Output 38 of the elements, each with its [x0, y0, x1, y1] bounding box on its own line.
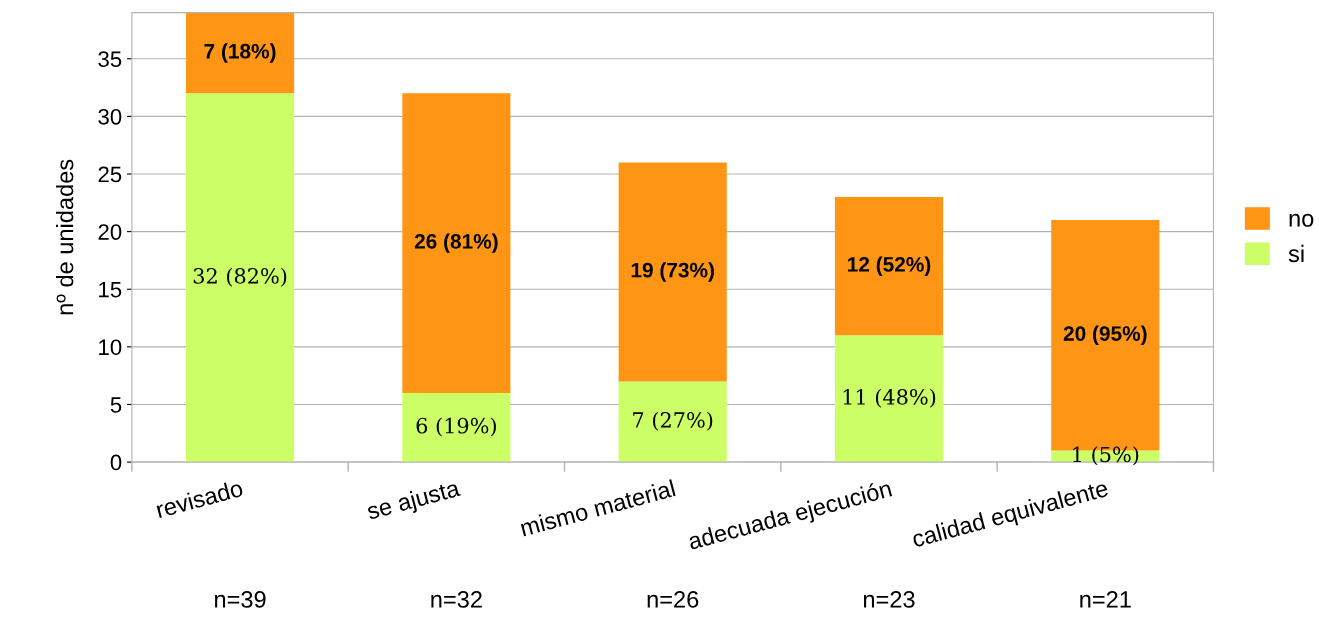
text: n=23	[863, 591, 915, 608]
legend-label: si	[1288, 244, 1304, 263]
x-tick-label: se ajusta	[365, 478, 463, 525]
text: n=32	[431, 591, 482, 608]
y-axis-title: nº de unidades	[56, 159, 74, 315]
data-label: 7 (18%)	[204, 43, 276, 63]
x-tick-label: adecuada ejecución	[687, 479, 894, 555]
x-tick-label: revisado	[155, 479, 244, 519]
bar	[185, 93, 295, 463]
data-label: 11 (48%)	[843, 388, 936, 408]
x-tick-label: mismo material	[519, 479, 676, 537]
bar	[834, 197, 944, 336]
y-tick-label: 30	[98, 108, 122, 125]
text: n=39	[215, 591, 266, 608]
bar	[834, 335, 944, 463]
data-label: 1 (5%)	[1073, 446, 1139, 466]
y-tick-label: 25	[98, 166, 122, 183]
y-tick-label: 35	[98, 51, 122, 68]
data-label: 20 (95%)	[1063, 325, 1147, 346]
text: n=26	[647, 591, 699, 608]
legend-label: no	[1289, 213, 1314, 227]
bar	[402, 93, 511, 393]
bar	[185, 12, 295, 94]
text: n=21	[1080, 591, 1131, 608]
data-label: 12 (52%)	[848, 256, 931, 276]
data-label: 6 (19%)	[416, 417, 496, 437]
y-tick-label: 15	[99, 282, 122, 298]
data-label: 7 (27%)	[633, 411, 713, 431]
y-tick-label: 5	[110, 397, 122, 413]
y-tick-label: 0	[110, 454, 122, 471]
data-label: 19 (73%)	[631, 262, 714, 282]
y-tick-label: 20	[98, 224, 122, 240]
data-label: 26 (81%)	[414, 233, 498, 253]
bar	[618, 381, 727, 463]
bar	[618, 162, 727, 382]
bar	[402, 392, 511, 463]
y-tick-label: 10	[99, 339, 122, 356]
data-label: 32 (82%)	[193, 267, 287, 287]
